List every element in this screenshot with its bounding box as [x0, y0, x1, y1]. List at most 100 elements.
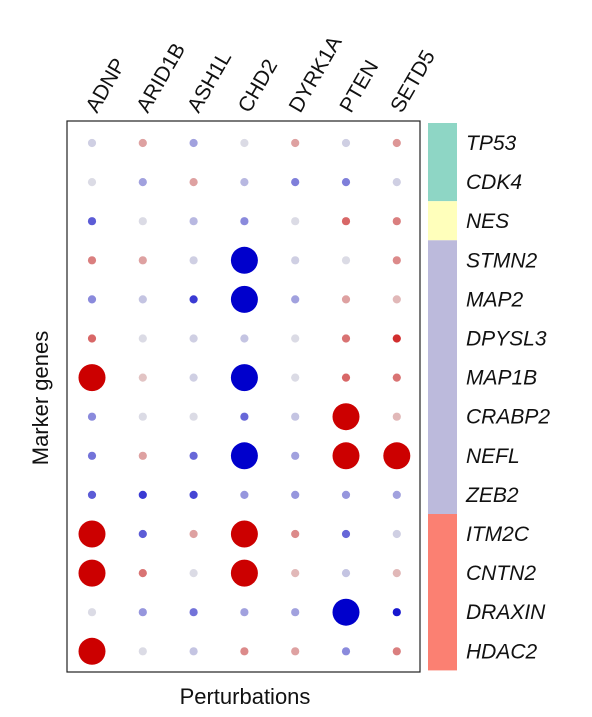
dot-cntn2-setd5	[392, 569, 401, 578]
dot-zeb2-arid1b	[138, 490, 147, 499]
dot-map2-setd5	[392, 295, 401, 304]
dot-cntn2-dyrk1a	[291, 569, 300, 578]
column-label-ash1l: ASH1L	[183, 47, 236, 116]
dot-cdk4-chd2	[240, 178, 249, 187]
row-label-nefl: NEFL	[466, 445, 520, 468]
row-label-map1b: MAP1B	[466, 367, 537, 390]
dot-itm2c-chd2	[230, 520, 258, 548]
dot-crabp2-pten	[332, 403, 360, 431]
dots-layer	[78, 138, 411, 665]
dot-nefl-pten	[332, 442, 360, 470]
dot-zeb2-ash1l	[189, 490, 198, 499]
dot-map2-chd2	[230, 285, 258, 313]
dot-crabp2-adnp	[87, 412, 97, 421]
dot-draxin-chd2	[240, 608, 249, 617]
row-label-tp53: TP53	[466, 132, 517, 155]
dot-dpysl3-dyrk1a	[291, 334, 300, 343]
gene-group-segment-4	[428, 514, 457, 671]
dot-map2-adnp	[87, 295, 97, 304]
dot-nefl-arid1b	[138, 451, 147, 460]
column-label-pten: PTEN	[335, 56, 383, 116]
row-label-draxin: DRAXIN	[466, 601, 546, 624]
column-label-chd2: CHD2	[234, 55, 283, 116]
dot-nefl-setd5	[383, 442, 411, 470]
dot-crabp2-ash1l	[189, 412, 198, 421]
dot-hdac2-arid1b	[138, 647, 147, 656]
gene-group-segment-3	[428, 240, 457, 515]
dot-tp53-arid1b	[138, 138, 147, 148]
dot-hdac2-adnp	[78, 637, 106, 665]
dot-zeb2-chd2	[240, 490, 249, 499]
dot-crabp2-setd5	[392, 412, 401, 421]
dot-dpysl3-ash1l	[189, 334, 198, 343]
dot-tp53-adnp	[87, 138, 97, 148]
dot-dpysl3-chd2	[240, 334, 249, 343]
dot-nefl-adnp	[87, 451, 97, 460]
dot-draxin-arid1b	[138, 608, 147, 617]
dot-map2-pten	[341, 295, 351, 304]
dot-stmn2-pten	[341, 256, 351, 265]
dot-nes-adnp	[87, 217, 97, 226]
row-label-itm2c: ITM2C	[466, 523, 530, 546]
y-axis-label: Marker genes	[28, 331, 53, 466]
dot-cdk4-adnp	[87, 178, 97, 187]
dot-stmn2-arid1b	[138, 256, 147, 265]
dot-zeb2-dyrk1a	[291, 490, 300, 499]
dot-dpysl3-adnp	[87, 334, 97, 343]
dot-cdk4-pten	[341, 178, 351, 187]
dot-stmn2-dyrk1a	[291, 256, 300, 265]
row-label-cdk4: CDK4	[466, 171, 522, 194]
row-label-stmn2: STMN2	[466, 249, 537, 272]
dot-nes-arid1b	[138, 217, 147, 226]
dot-itm2c-ash1l	[189, 529, 198, 539]
dot-dpysl3-setd5	[392, 334, 401, 343]
dot-tp53-pten	[341, 138, 351, 148]
dot-cntn2-ash1l	[189, 569, 198, 578]
dot-cntn2-pten	[341, 569, 351, 578]
dot-draxin-adnp	[87, 608, 97, 617]
dot-nefl-dyrk1a	[291, 451, 300, 460]
dot-itm2c-pten	[341, 529, 351, 539]
dot-map1b-arid1b	[138, 373, 147, 382]
dot-zeb2-adnp	[87, 490, 97, 499]
dot-zeb2-pten	[341, 490, 351, 499]
dot-itm2c-dyrk1a	[291, 529, 300, 539]
dot-hdac2-dyrk1a	[291, 647, 300, 656]
dot-stmn2-ash1l	[189, 256, 198, 265]
dot-itm2c-arid1b	[138, 529, 147, 539]
dot-cdk4-arid1b	[138, 178, 147, 187]
row-label-zeb2: ZEB2	[465, 484, 519, 507]
gene-group-segment-2	[428, 201, 457, 241]
dot-nefl-ash1l	[189, 451, 198, 460]
dot-cdk4-setd5	[392, 178, 401, 187]
row-label-crabp2: CRABP2	[466, 406, 550, 429]
row-labels: TP53 CDK4 NES STMN2 MAP2 DPYSL3 MAP1B CRABP2 NEF…	[465, 132, 550, 663]
dot-cntn2-arid1b	[138, 569, 147, 578]
dot-map2-ash1l	[189, 295, 198, 304]
column-label-adnp: ADNP	[81, 54, 130, 116]
dot-tp53-setd5	[392, 138, 401, 148]
dot-hdac2-chd2	[240, 647, 249, 656]
dot-draxin-dyrk1a	[291, 608, 300, 617]
row-label-hdac2: HDAC2	[466, 640, 538, 663]
dot-zeb2-setd5	[392, 490, 401, 499]
dot-map1b-pten	[341, 373, 351, 382]
dot-map1b-dyrk1a	[291, 373, 300, 382]
gene-group-bar	[428, 123, 457, 671]
dot-nes-pten	[341, 217, 351, 226]
dot-nes-ash1l	[189, 217, 198, 226]
dot-itm2c-adnp	[78, 520, 106, 548]
dot-hdac2-pten	[341, 647, 351, 656]
dot-draxin-pten	[332, 598, 360, 626]
dot-stmn2-adnp	[87, 256, 97, 265]
dot-nes-dyrk1a	[291, 217, 300, 226]
plot-frame	[66, 120, 421, 673]
dot-map1b-adnp	[78, 364, 106, 392]
dot-itm2c-setd5	[392, 529, 401, 539]
dot-cdk4-ash1l	[189, 178, 198, 187]
dot-nes-setd5	[392, 217, 401, 226]
row-label-cntn2: CNTN2	[466, 562, 536, 585]
dot-draxin-setd5	[392, 608, 401, 617]
